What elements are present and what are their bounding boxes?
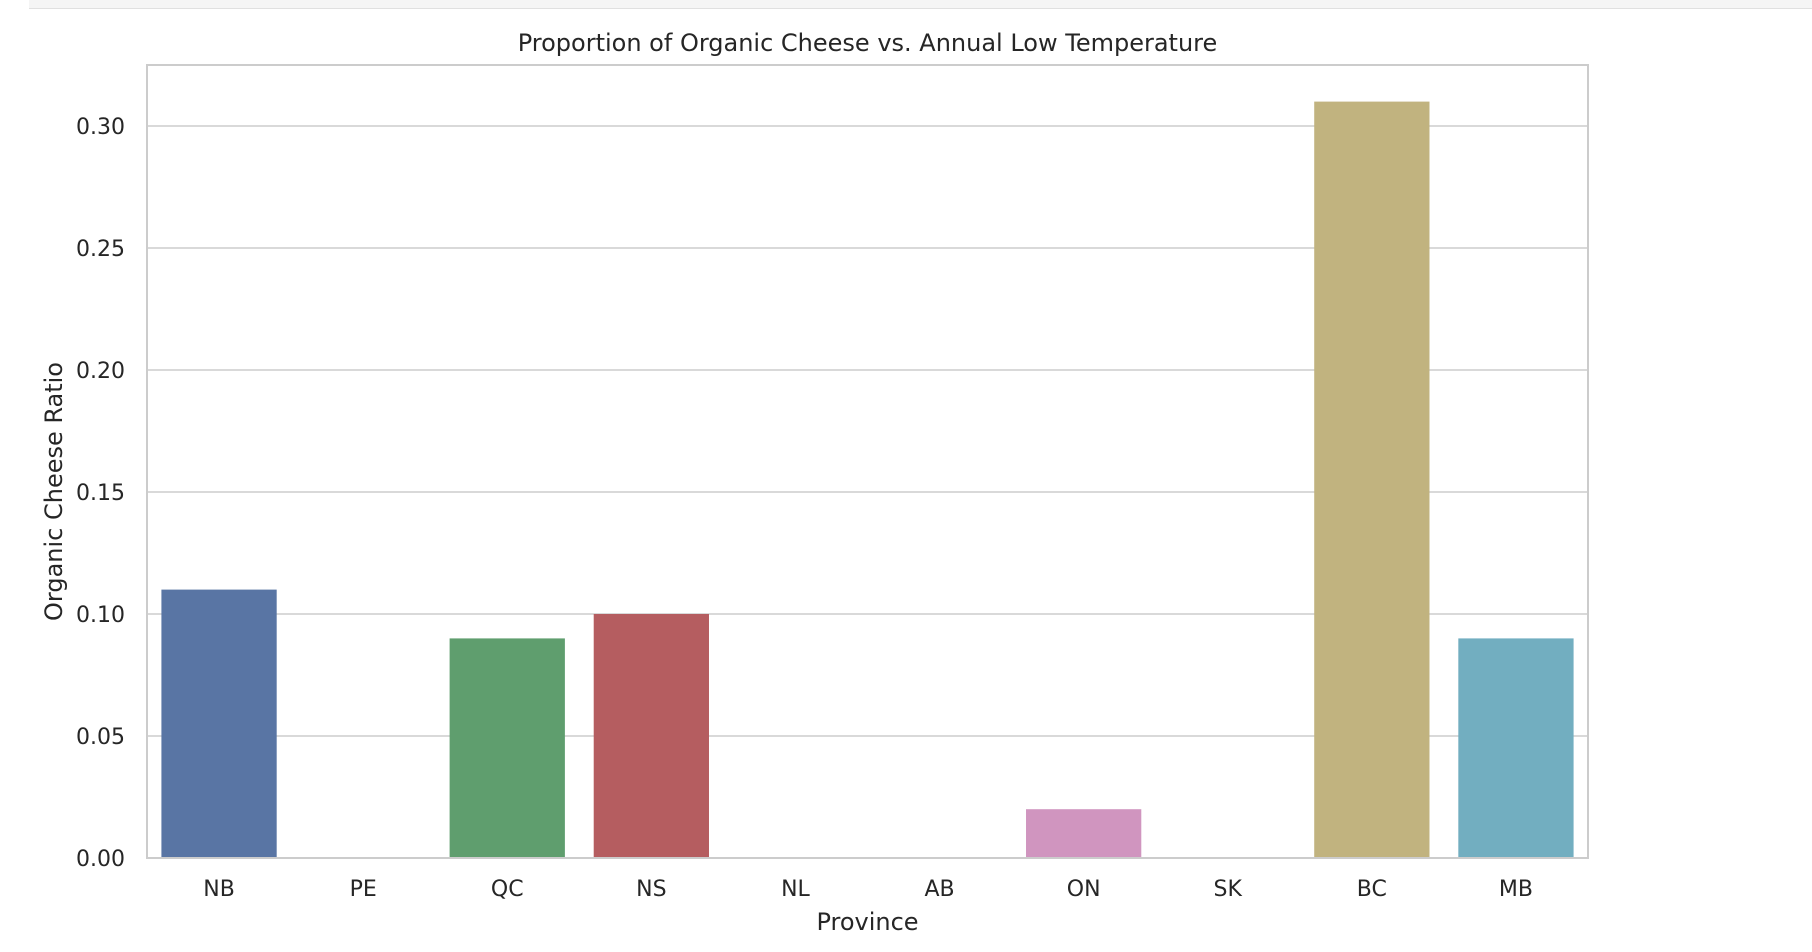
plot-frame [146,64,1589,859]
bar-qc [449,638,565,858]
cell-output-top-strip [29,0,1812,9]
y-axis-label: Organic Cheese Ratio [40,362,68,621]
x-tick-label: ON [1067,877,1101,902]
x-axis-ticks: NB PE QC NS NL AB ON SK BC MB [203,877,1533,902]
x-tick-label: PE [350,877,377,902]
y-tick-label: 0.20 [76,359,125,384]
y-tick-label: 0.00 [76,847,125,872]
x-tick-label: QC [491,877,524,902]
x-tick-label: MB [1499,877,1533,902]
x-tick-label: AB [924,877,954,902]
y-tick-label: 0.15 [76,481,125,506]
x-tick-label: BC [1357,877,1387,902]
x-tick-label: SK [1214,877,1243,902]
y-tick-label: 0.30 [76,115,125,140]
y-tick-label: 0.10 [76,603,125,628]
x-tick-label: NB [203,877,235,902]
x-axis-label: Province [816,908,918,936]
x-tick-label: NL [781,877,810,902]
bar-nb [161,589,277,858]
chart-title: Proportion of Organic Cheese vs. Annual … [518,29,1218,57]
y-tick-label: 0.25 [76,237,125,262]
bar-on [1026,809,1142,858]
bar-mb [1458,638,1574,858]
bar-bc [1314,101,1430,859]
x-tick-label: NS [636,877,666,902]
y-axis-ticks: 0.00 0.05 0.10 0.15 0.20 0.25 0.30 [76,115,125,872]
y-tick-label: 0.05 [76,725,125,750]
bar-ns [593,614,709,858]
bars [161,101,1574,859]
